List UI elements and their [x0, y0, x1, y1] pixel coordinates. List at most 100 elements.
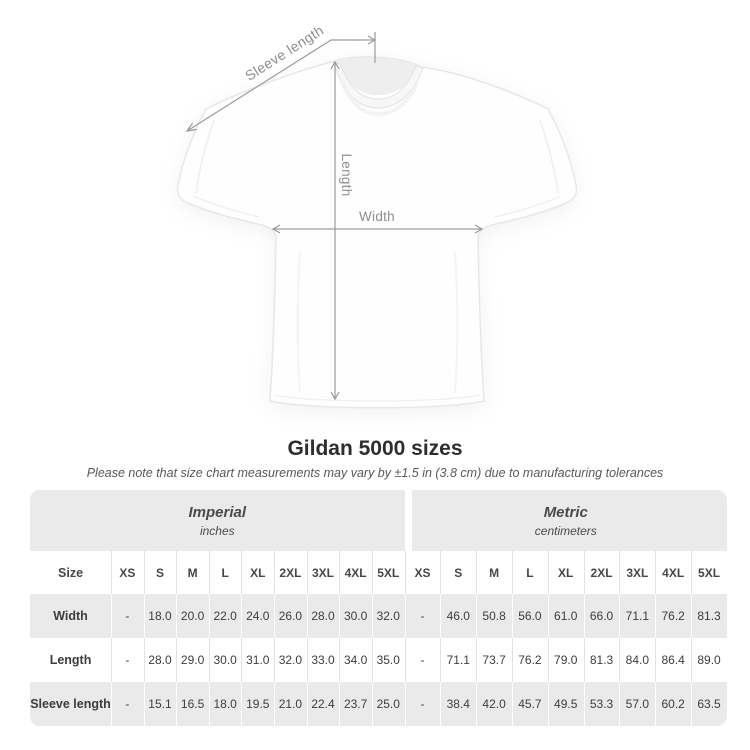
cell-imperial-m: 20.0: [176, 594, 209, 638]
metric-group-label: Metric: [543, 503, 588, 521]
measurement-row-sleeve-length: Sleeve length -15.1 16.5 18.0 19.5 21.0 22.4 23…: [30, 682, 727, 726]
sleeve-diagonal-line: [186, 39, 332, 132]
imperial-unit-label: inches: [199, 523, 235, 538]
cell-metric-5xl: 81.3: [691, 594, 727, 638]
cell-imperial-xl: 31.0: [241, 638, 275, 682]
cell-imperial-2xl: 32.0: [274, 638, 307, 682]
tshirt-body: [176, 56, 578, 409]
cell-metric-xl: 49.5: [547, 682, 584, 726]
size-header-imperial-xs: XS: [111, 551, 144, 594]
measurement-row-width: Width -18.0 20.0 22.0 24.0 26.0 28.0 30.0 32.0-4…: [30, 594, 727, 638]
size-header-imperial-4xl: 4XL: [339, 551, 372, 594]
measurement-row-length: Length -28.0 29.0 30.0 31.0 32.0 33.0 34.0 35.0-…: [30, 638, 727, 682]
cell-imperial-s: 15.1: [143, 682, 177, 726]
cell-metric-l: 76.2: [512, 638, 548, 682]
metric-unit-label: centimeters: [534, 523, 597, 538]
size-header-imperial-s: S: [143, 551, 177, 594]
cell-metric-5xl: 89.0: [691, 638, 727, 682]
size-header-metric-3xl: 3XL: [619, 551, 656, 594]
arrowhead-right-icon: [367, 35, 377, 45]
size-header-imperial-5xl: 5XL: [371, 551, 405, 594]
arrowhead-left-icon: [271, 224, 281, 234]
cell-imperial-4xl: 23.7: [339, 682, 372, 726]
fold-line: [296, 251, 301, 394]
cell-metric-xs: -: [404, 594, 441, 638]
cell-metric-2xl: 53.3: [583, 682, 620, 726]
arrowhead-right-icon: [474, 224, 484, 234]
cell-imperial-s: 28.0: [143, 638, 177, 682]
sleeve-fold: [195, 119, 215, 195]
cell-metric-4xl: 60.2: [655, 682, 692, 726]
cell-imperial-5xl: 25.0: [371, 682, 405, 726]
cell-imperial-3xl: 28.0: [306, 594, 340, 638]
cell-metric-s: 38.4: [440, 682, 477, 726]
tolerance-note: Please note that size chart measurements…: [86, 466, 664, 481]
width-dimension: Width: [271, 209, 484, 234]
size-header-metric-4xl: 4XL: [655, 551, 692, 594]
tshirt-illustration: [176, 56, 578, 409]
cell-imperial-2xl: 26.0: [274, 594, 307, 638]
cell-imperial-4xl: 34.0: [339, 638, 372, 682]
cell-imperial-m: 16.5: [176, 682, 209, 726]
cell-imperial-m: 29.0: [176, 638, 209, 682]
arrowhead-downleft-icon: [185, 122, 197, 132]
row-label: Width: [30, 594, 112, 638]
size-header-metric-s: S: [440, 551, 477, 594]
fold-line: [454, 251, 459, 394]
cell-imperial-xs: -: [111, 594, 144, 638]
collar-shadow: [339, 79, 419, 117]
cell-imperial-5xl: 32.0: [371, 594, 405, 638]
cell-metric-xl: 79.0: [547, 638, 584, 682]
size-header-imperial-m: M: [176, 551, 209, 594]
sleeve-fold: [539, 119, 559, 195]
cell-metric-s: 46.0: [440, 594, 477, 638]
cell-imperial-xl: 19.5: [241, 682, 275, 726]
cell-metric-xs: -: [404, 638, 441, 682]
left-cuff-seam: [192, 195, 260, 218]
cell-metric-m: 50.8: [476, 594, 512, 638]
size-header-metric-5xl: 5XL: [691, 551, 727, 594]
cell-metric-2xl: 81.3: [583, 638, 620, 682]
width-label: Width: [359, 209, 395, 224]
cell-metric-4xl: 86.4: [655, 638, 692, 682]
cell-imperial-xs: -: [111, 682, 144, 726]
heading-block: Gildan 5000 sizes Please note that size …: [0, 437, 750, 480]
collar-ribbing: [332, 61, 424, 109]
cell-metric-4xl: 76.2: [655, 594, 692, 638]
size-header-metric-m: M: [476, 551, 512, 594]
length-dimension: Length: [330, 60, 354, 401]
arrowhead-down-icon: [330, 391, 340, 401]
cell-metric-2xl: 66.0: [583, 594, 620, 638]
cell-imperial-xl: 24.0: [241, 594, 275, 638]
cell-imperial-xs: -: [111, 638, 144, 682]
row-label: Sleeve length: [30, 682, 112, 726]
tshirt-diagram: Sleeve length Length Width: [176, 22, 578, 409]
cell-metric-s: 71.1: [440, 638, 477, 682]
cell-metric-m: 73.7: [476, 638, 512, 682]
cell-imperial-3xl: 22.4: [306, 682, 340, 726]
size-header-metric-l: L: [512, 551, 548, 594]
imperial-group-header: Imperial inches: [30, 490, 405, 551]
cell-imperial-5xl: 35.0: [371, 638, 405, 682]
cell-metric-m: 42.0: [476, 682, 512, 726]
cell-imperial-l: 22.0: [208, 594, 242, 638]
size-header-imperial-xl: XL: [241, 551, 275, 594]
cell-metric-xs: -: [404, 682, 441, 726]
size-table: Imperial inches Metric centimeters Size …: [30, 490, 727, 726]
cell-metric-3xl: 57.0: [619, 682, 656, 726]
cell-metric-3xl: 84.0: [619, 638, 656, 682]
cell-imperial-3xl: 33.0: [306, 638, 340, 682]
unit-group-row: Imperial inches Metric centimeters: [30, 490, 727, 551]
cell-imperial-l: 18.0: [208, 682, 242, 726]
page-title: Gildan 5000 sizes: [287, 437, 463, 460]
metric-group-header: Metric centimeters: [404, 490, 727, 551]
cell-imperial-s: 18.0: [143, 594, 177, 638]
size-header-metric-xs: XS: [404, 551, 441, 594]
cell-imperial-l: 30.0: [208, 638, 242, 682]
cell-metric-5xl: 63.5: [691, 682, 727, 726]
size-header-row: Size XS S M L XL 2XL 3XL 4XL 5XL XS S M L XL 2XL 3XL 4XL…: [30, 551, 727, 594]
cell-metric-l: 56.0: [512, 594, 548, 638]
cell-imperial-2xl: 21.0: [274, 682, 307, 726]
row-label: Length: [30, 638, 112, 682]
